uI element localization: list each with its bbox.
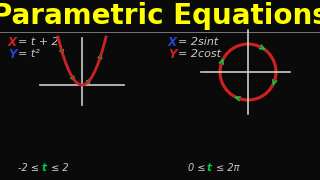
Text: X: X (8, 35, 17, 48)
Text: = 2sint: = 2sint (178, 37, 218, 47)
Text: X: X (168, 35, 177, 48)
Text: t: t (207, 163, 212, 173)
Text: ≤ 2: ≤ 2 (48, 163, 68, 173)
Text: -2 ≤: -2 ≤ (18, 163, 42, 173)
Text: = t + 2: = t + 2 (18, 37, 59, 47)
Text: = 2cost: = 2cost (178, 49, 221, 59)
Text: ≤ 2π: ≤ 2π (213, 163, 239, 173)
Text: 0 ≤: 0 ≤ (188, 163, 209, 173)
Text: Parametric Equations: Parametric Equations (0, 2, 320, 30)
Text: t: t (42, 163, 47, 173)
Text: Y: Y (168, 48, 177, 60)
Text: = t²: = t² (18, 49, 40, 59)
Text: Y: Y (8, 48, 17, 60)
